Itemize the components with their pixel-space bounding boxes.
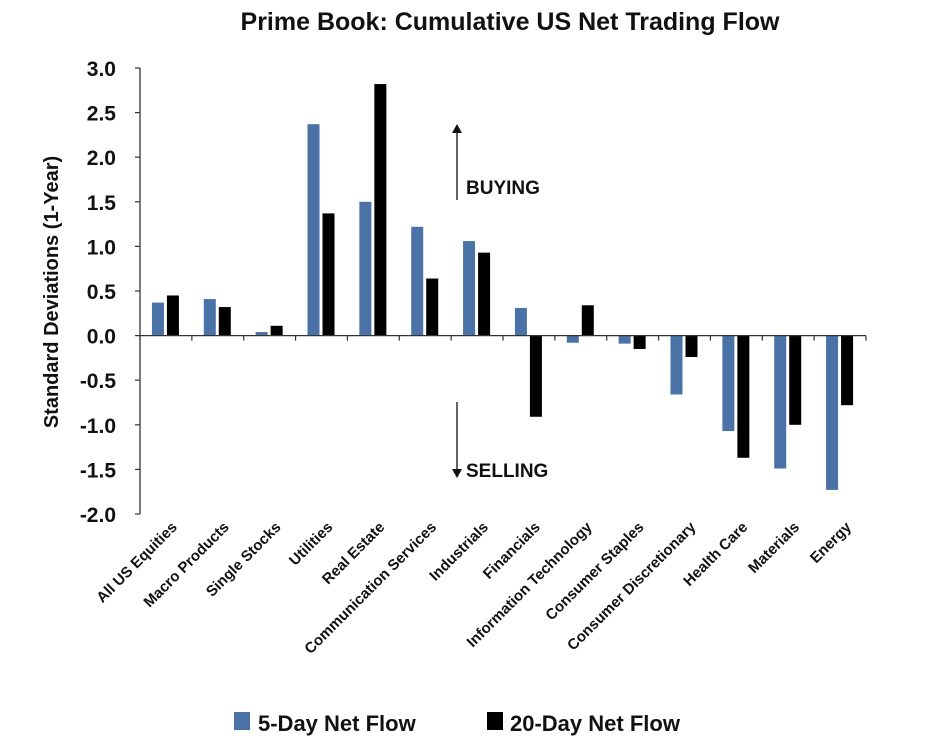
bar-5day-energy	[826, 335, 839, 490]
buying-annotation: BUYING	[452, 124, 540, 200]
bar-5day-single-stocks	[255, 332, 268, 336]
y-tick-label: -1.5	[80, 459, 117, 482]
y-tick-label: 1.0	[87, 236, 116, 259]
bar-5day-utilities	[307, 124, 320, 336]
legend-label-5day: 5-Day Net Flow	[258, 711, 417, 736]
bar-5day-real-estate	[359, 201, 372, 336]
bar-20day-real-estate	[374, 84, 387, 336]
chart-title: Prime Book: Cumulative US Net Trading Fl…	[241, 8, 781, 36]
buying-label: BUYING	[466, 178, 540, 199]
bar-20day-consumer-discretionary	[685, 335, 698, 358]
bar-5day-all-us-equities	[151, 302, 164, 336]
x-tick-label: Utilities	[286, 519, 336, 569]
y-tick-label: 2.5	[87, 103, 117, 126]
down-arrowhead-icon	[452, 469, 462, 478]
bar-5day-financials	[514, 307, 527, 336]
y-tick-label: 0.0	[87, 326, 116, 349]
bar-20day-utilities	[322, 213, 335, 336]
bar-20day-all-us-equities	[166, 295, 179, 336]
bar-5day-macro-products	[203, 299, 216, 336]
x-tick-label: Consumer Staples	[542, 519, 647, 624]
x-tick-label: Energy	[807, 518, 855, 566]
bar-20day-energy	[841, 335, 854, 406]
bar-20day-communication-services	[426, 278, 439, 336]
bar-5day-information-technology	[566, 335, 579, 343]
y-tick-label: 3.0	[87, 58, 116, 81]
bar-20day-financials	[529, 335, 542, 417]
bar-5day-consumer-discretionary	[670, 335, 683, 395]
bar-5day-health-care	[722, 335, 735, 432]
bar-20day-health-care	[737, 335, 750, 458]
selling-annotation: SELLING	[452, 402, 548, 482]
y-tick-label: -1.0	[80, 415, 116, 438]
legend: 5-Day Net Flow 20-Day Net Flow	[234, 711, 681, 736]
bar-5day-industrials	[463, 241, 476, 336]
y-tick-label: 2.0	[87, 147, 116, 170]
y-tick-label: -0.5	[80, 370, 117, 393]
bar-5day-consumer-staples	[618, 335, 631, 344]
x-tick-label: Materials	[745, 519, 803, 577]
y-axis-label: Standard Deviations (1-Year)	[41, 156, 63, 428]
bar-20day-materials	[789, 335, 802, 425]
selling-label: SELLING	[466, 461, 548, 482]
up-arrowhead-icon	[452, 124, 462, 133]
bar-20day-industrials	[478, 252, 491, 336]
bar-20day-consumer-staples	[633, 335, 646, 349]
bar-20day-single-stocks	[270, 325, 283, 336]
bar-5day-communication-services	[411, 226, 424, 336]
y-tick-label: 0.5	[87, 281, 117, 304]
bar-20day-macro-products	[218, 307, 231, 336]
legend-swatch-20day	[487, 712, 503, 730]
y-tick-label: -2.0	[80, 504, 116, 527]
legend-label-20day: 20-Day Net Flow	[510, 711, 681, 736]
bar-20day-information-technology	[581, 305, 594, 336]
bar-5day-materials	[774, 335, 787, 469]
y-tick-label: 1.5	[87, 192, 117, 215]
legend-swatch-5day	[234, 712, 250, 730]
